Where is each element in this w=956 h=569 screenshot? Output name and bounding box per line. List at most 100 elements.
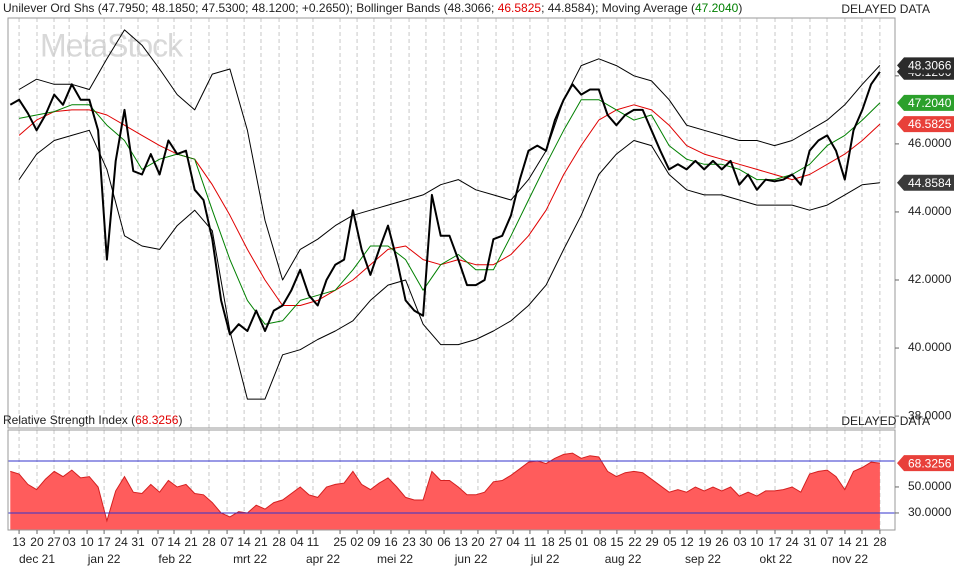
x-tick-label: 07 <box>820 535 834 549</box>
y-tick-label: 38.0000 <box>908 408 952 422</box>
value-flag <box>897 455 954 472</box>
x-tick-label: 04 <box>506 535 520 549</box>
y-tick-label: 42.0000 <box>908 272 952 286</box>
y-tick-label: 46.0000 <box>908 136 952 150</box>
value-flag <box>897 174 954 191</box>
x-tick-label: 30 <box>419 535 433 549</box>
header-text: 46.5825 <box>498 1 542 15</box>
value-flag-label: 47.2040 <box>908 96 952 110</box>
x-tick-label: 17 <box>768 535 782 549</box>
x-tick-label: 07 <box>220 535 234 549</box>
value-flag-label: 48.3066 <box>908 59 952 73</box>
x-tick-label: 08 <box>593 535 607 549</box>
series-area <box>10 453 880 530</box>
x-tick-label: 21 <box>855 535 869 549</box>
x-tick-label: 21 <box>184 535 198 549</box>
x-tick-label: 29 <box>645 535 659 549</box>
x-tick-label: 13 <box>12 535 26 549</box>
x-tick-label: 09 <box>367 535 381 549</box>
x-tick-label: 23 <box>402 535 416 549</box>
value-flag <box>897 57 954 74</box>
x-tick-label: 17 <box>97 535 111 549</box>
header-text: Unilever Ord Shs (47.7950; 48.1850; 47.5… <box>3 1 498 15</box>
x-tick-label: 14 <box>237 535 251 549</box>
value-flag-label: 46.5825 <box>908 117 952 131</box>
month-label: feb 22 <box>158 552 192 566</box>
x-tick-label: 27 <box>489 535 503 549</box>
x-tick-label: 24 <box>114 535 128 549</box>
x-tick-label: 20 <box>30 535 44 549</box>
panel-frame <box>7 429 896 531</box>
y-tick-label: 40.0000 <box>908 340 952 354</box>
x-tick-label: 15 <box>610 535 624 549</box>
series-line <box>18 129 880 400</box>
x-tick-label: 01 <box>575 535 589 549</box>
x-tick-label: 16 <box>384 535 398 549</box>
header-text: Relative Strength Index ( <box>3 413 135 427</box>
x-tick-label: 03 <box>733 535 747 549</box>
y-tick-label: 30.0000 <box>908 505 952 519</box>
value-flag <box>897 94 954 111</box>
x-tick-label: 10 <box>80 535 94 549</box>
x-tick-label: 18 <box>541 535 555 549</box>
x-tick-label: 27 <box>47 535 61 549</box>
month-label: apr 22 <box>306 552 340 566</box>
month-label: mrt 22 <box>233 552 267 566</box>
status: DELAYED DATA <box>841 2 930 16</box>
x-tick-label: 14 <box>167 535 181 549</box>
month-label: jun 22 <box>454 552 488 566</box>
y-tick-label: 50.0000 <box>908 479 952 493</box>
header-text: ; 44.8584); Moving Average ( <box>541 1 695 15</box>
x-tick-label: 02 <box>350 535 364 549</box>
x-tick-label: 19 <box>698 535 712 549</box>
x-tick-label: 25 <box>558 535 572 549</box>
x-tick-label: 24 <box>785 535 799 549</box>
x-tick-label: 11 <box>307 535 320 549</box>
header-text: 47.2040 <box>695 1 739 15</box>
x-tick-label: 28 <box>873 535 887 549</box>
month-label: jan 22 <box>87 552 121 566</box>
x-tick-label: 28 <box>272 535 286 549</box>
x-tick-label: 03 <box>62 535 76 549</box>
month-label: dec 21 <box>19 552 55 566</box>
month-label: okt 22 <box>760 552 793 566</box>
month-label: jul 22 <box>530 552 560 566</box>
series-line <box>9 71 881 336</box>
x-tick-label: 25 <box>333 535 347 549</box>
x-tick-label: 12 <box>680 535 694 549</box>
x-tick-label: 05 <box>663 535 677 549</box>
x-tick-label: 10 <box>750 535 764 549</box>
value-flag <box>897 116 954 133</box>
series-line <box>10 452 880 523</box>
month-label: sep 22 <box>685 552 721 566</box>
x-tick-label: 28 <box>202 535 216 549</box>
x-tick-label: 14 <box>838 535 852 549</box>
x-tick-label: 31 <box>131 535 145 549</box>
x-tick-label: 22 <box>628 535 642 549</box>
panel-frame <box>7 17 896 429</box>
header-text: ) <box>178 413 182 427</box>
header-text: ) <box>738 1 742 15</box>
panel-header: Relative Strength Index (68.3256) <box>3 413 182 427</box>
month-label: nov 22 <box>832 552 868 566</box>
x-tick-label: 26 <box>715 535 729 549</box>
series-line <box>18 104 881 306</box>
x-tick-label: 31 <box>803 535 817 549</box>
x-tick-label: 21 <box>254 535 268 549</box>
x-tick-label: 11 <box>524 535 537 549</box>
value-flag-label: 68.3256 <box>908 456 952 470</box>
header-text: 68.3256 <box>135 413 179 427</box>
y-tick-label: 44.0000 <box>908 204 952 218</box>
month-label: aug 22 <box>605 552 642 566</box>
status: DELAYED DATA <box>841 414 930 428</box>
x-tick-label: 13 <box>454 535 468 549</box>
series-line <box>19 99 881 325</box>
x-tick-label: 07 <box>151 535 165 549</box>
x-tick-label: 20 <box>471 535 485 549</box>
plot-area <box>10 452 880 530</box>
x-tick-label: 06 <box>437 535 451 549</box>
value-flag-label: 44.8584 <box>908 176 952 190</box>
month-label: mei 22 <box>377 552 413 566</box>
